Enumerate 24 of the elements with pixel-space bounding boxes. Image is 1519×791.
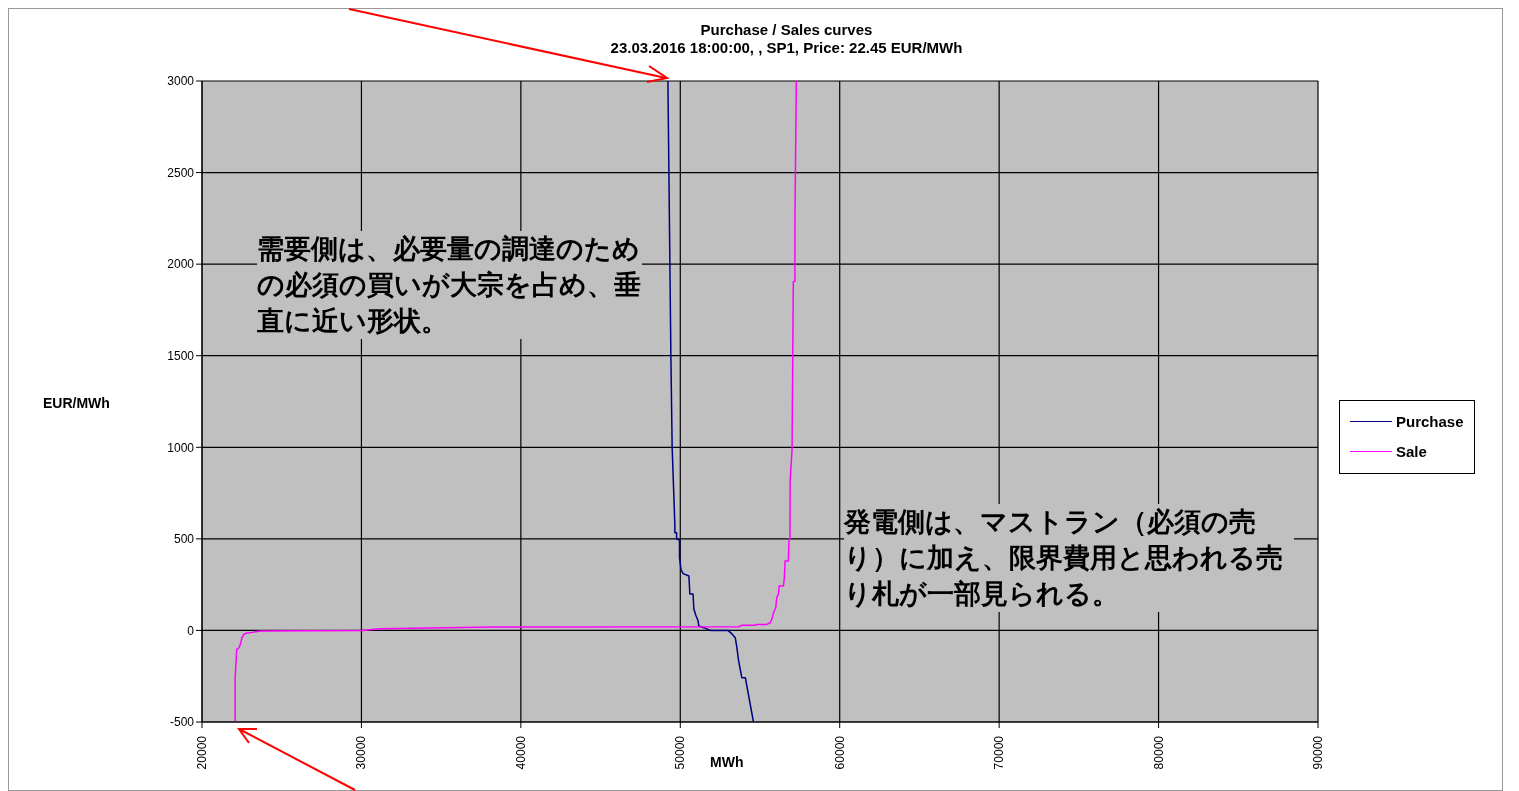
chart-title: Purchase / Sales curves: [699, 21, 874, 39]
annotation: 需要側は、必要量の調達のための必須の買いが大宗を占め、垂直に近い形状。: [257, 231, 642, 339]
chart-subtitle: 23.03.2016 18:00:00, , SP1, Price: 22.45 EUR/MWh: [609, 39, 964, 57]
y-tick-label: 1000: [167, 440, 195, 455]
y-tick-label: 500: [173, 532, 195, 547]
legend-label: Sale: [1396, 443, 1427, 460]
x-tick-label: 60000: [832, 735, 847, 770]
y-tick-label: -500: [169, 715, 195, 730]
legend-label: Purchase: [1396, 413, 1464, 430]
x-tick-label: 70000: [992, 735, 1007, 770]
y-tick-label: 2500: [167, 165, 195, 180]
y-axis-title: EUR/MWh: [43, 395, 110, 411]
x-tick-label: 50000: [673, 735, 688, 770]
annotation: 発電側は、マストラン（必須の売り）に加え、限界費用と思われる売り札が一部見られる。: [844, 504, 1294, 612]
x-axis-title: MWh: [710, 754, 744, 770]
y-tick-label: 3000: [167, 74, 195, 89]
x-tick-label: 90000: [1311, 735, 1325, 770]
y-tick-label: 2000: [167, 257, 195, 272]
y-tick-label: 0: [187, 623, 195, 638]
x-tick-label: 40000: [513, 735, 528, 770]
x-tick-label: 20000: [195, 735, 209, 770]
y-tick-label: 1500: [167, 348, 195, 363]
x-tick-label: 80000: [1151, 735, 1166, 770]
x-tick-label: 30000: [354, 735, 369, 770]
